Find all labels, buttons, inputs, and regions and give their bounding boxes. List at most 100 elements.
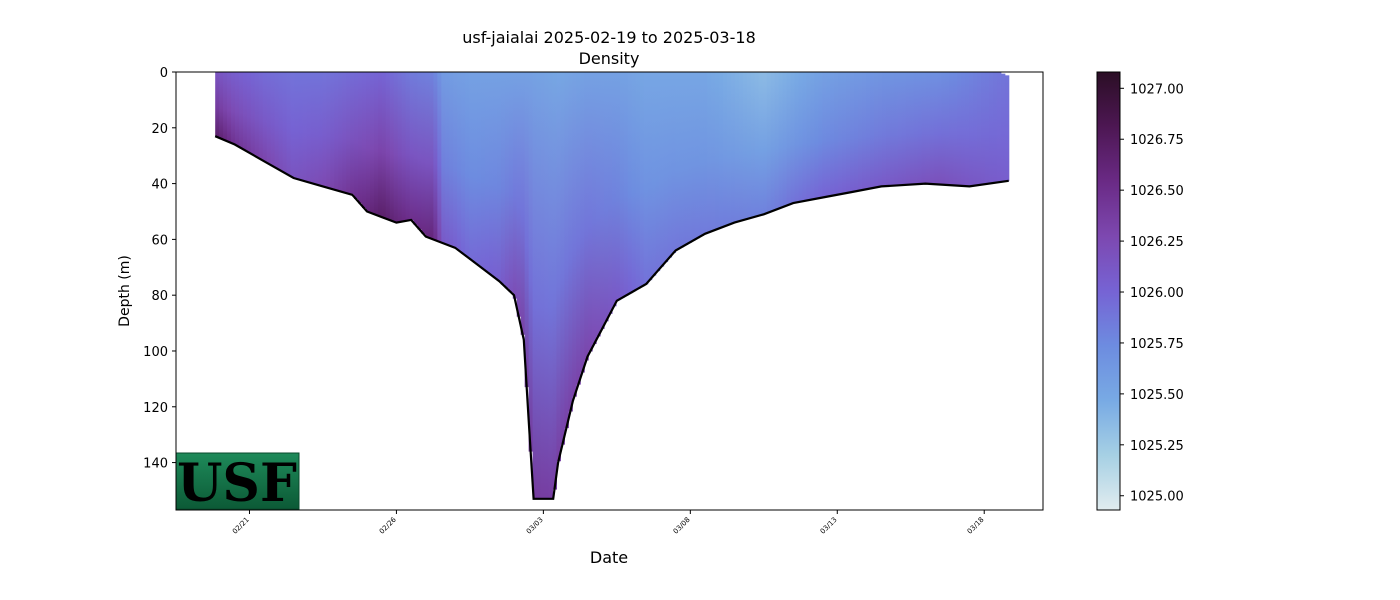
density-column bbox=[266, 72, 272, 164]
density-column bbox=[564, 72, 569, 429]
density-column bbox=[973, 72, 978, 186]
density-column bbox=[484, 72, 490, 272]
density-column bbox=[600, 72, 605, 329]
density-column bbox=[969, 72, 974, 187]
density-column bbox=[465, 72, 470, 257]
colorbar: 1025.00 1025.25 1025.50 1025.75 1026.00 1026.… bbox=[1096, 71, 1184, 511]
density-column bbox=[500, 72, 506, 285]
density-column bbox=[437, 72, 442, 242]
density-column bbox=[588, 72, 593, 352]
density-column bbox=[532, 72, 538, 499]
density-column bbox=[679, 72, 684, 248]
density-column bbox=[691, 72, 696, 241]
density-column bbox=[615, 72, 621, 301]
density-column bbox=[453, 72, 458, 248]
colorbar-tick-label: 1025.25 bbox=[1130, 439, 1184, 454]
density-column bbox=[270, 72, 276, 167]
density-column bbox=[258, 72, 264, 160]
x-tick-label: 03/08 bbox=[672, 516, 692, 536]
density-column bbox=[988, 72, 994, 184]
density-column bbox=[695, 72, 700, 239]
usf-logo: USF bbox=[175, 452, 300, 514]
density-column bbox=[802, 72, 807, 201]
density-column bbox=[885, 72, 891, 186]
density-column bbox=[707, 72, 712, 233]
density-column bbox=[350, 72, 355, 195]
density-column bbox=[727, 72, 732, 225]
density-column bbox=[766, 72, 772, 213]
density-column bbox=[905, 72, 911, 185]
density-column bbox=[254, 72, 260, 158]
density-column bbox=[834, 72, 839, 195]
density-column bbox=[389, 72, 395, 221]
density-column bbox=[334, 72, 339, 191]
y-tick-label: 60 bbox=[151, 233, 168, 248]
density-column bbox=[496, 72, 502, 281]
density-column bbox=[754, 72, 760, 217]
density-column bbox=[306, 72, 312, 183]
density-column bbox=[742, 72, 748, 220]
density-column bbox=[310, 72, 315, 184]
density-column bbox=[556, 72, 561, 462]
density-column bbox=[294, 72, 300, 179]
density-column bbox=[449, 72, 454, 247]
density-column bbox=[354, 72, 359, 199]
density-column bbox=[901, 72, 907, 185]
density-column bbox=[671, 72, 677, 254]
density-column bbox=[584, 72, 589, 361]
density-column bbox=[492, 72, 498, 278]
density-column bbox=[298, 72, 304, 180]
x-tick-label: 03/03 bbox=[525, 516, 545, 536]
density-column bbox=[770, 72, 776, 211]
colorbar-fill bbox=[1096, 71, 1121, 511]
density-column bbox=[838, 72, 843, 195]
density-column bbox=[405, 72, 411, 221]
x-tick-label: 02/26 bbox=[378, 515, 398, 535]
colorbar-ticks: 1025.00 1025.25 1025.50 1025.75 1026.00 1026.… bbox=[1120, 82, 1184, 505]
density-column bbox=[921, 72, 926, 184]
density-column bbox=[774, 72, 780, 210]
plot-frame bbox=[175, 71, 1044, 511]
density-column bbox=[262, 72, 268, 162]
density-column bbox=[417, 72, 423, 230]
density-column bbox=[711, 72, 716, 231]
density-column bbox=[524, 72, 530, 388]
density-column bbox=[992, 72, 998, 183]
x-axis-label: Date bbox=[590, 548, 628, 567]
density-column bbox=[869, 72, 875, 189]
density-column bbox=[730, 72, 736, 224]
density-column bbox=[917, 72, 923, 184]
density-column bbox=[822, 72, 827, 198]
density-column bbox=[544, 72, 550, 499]
y-tick-label: 80 bbox=[151, 289, 168, 304]
density-column bbox=[861, 72, 867, 190]
density-column bbox=[607, 72, 613, 314]
density-column bbox=[318, 72, 323, 186]
colorbar-tick-label: 1027.00 bbox=[1130, 82, 1184, 97]
y-axis-label: Depth (m) bbox=[117, 255, 133, 327]
density-column bbox=[330, 72, 335, 190]
y-tick-label: 100 bbox=[143, 345, 168, 360]
density-column bbox=[1000, 73, 1006, 182]
density-column bbox=[346, 72, 351, 194]
density-column bbox=[278, 72, 284, 171]
y-tick-label: 0 bbox=[160, 66, 168, 81]
density-column bbox=[715, 72, 720, 230]
density-column bbox=[826, 72, 831, 197]
density-column bbox=[961, 72, 966, 186]
colorbar-tick-label: 1026.25 bbox=[1130, 235, 1184, 250]
density-column bbox=[782, 72, 788, 207]
density-column bbox=[635, 72, 641, 289]
density-column bbox=[477, 72, 482, 266]
density-column bbox=[397, 72, 403, 223]
density-column bbox=[572, 72, 577, 397]
density-column bbox=[703, 72, 708, 234]
density-column bbox=[806, 72, 811, 201]
density-column bbox=[798, 72, 803, 202]
density-column bbox=[377, 72, 383, 217]
y-tick-label: 40 bbox=[151, 178, 168, 193]
density-column bbox=[929, 72, 934, 184]
density-column bbox=[516, 72, 522, 317]
density-column bbox=[365, 72, 371, 212]
